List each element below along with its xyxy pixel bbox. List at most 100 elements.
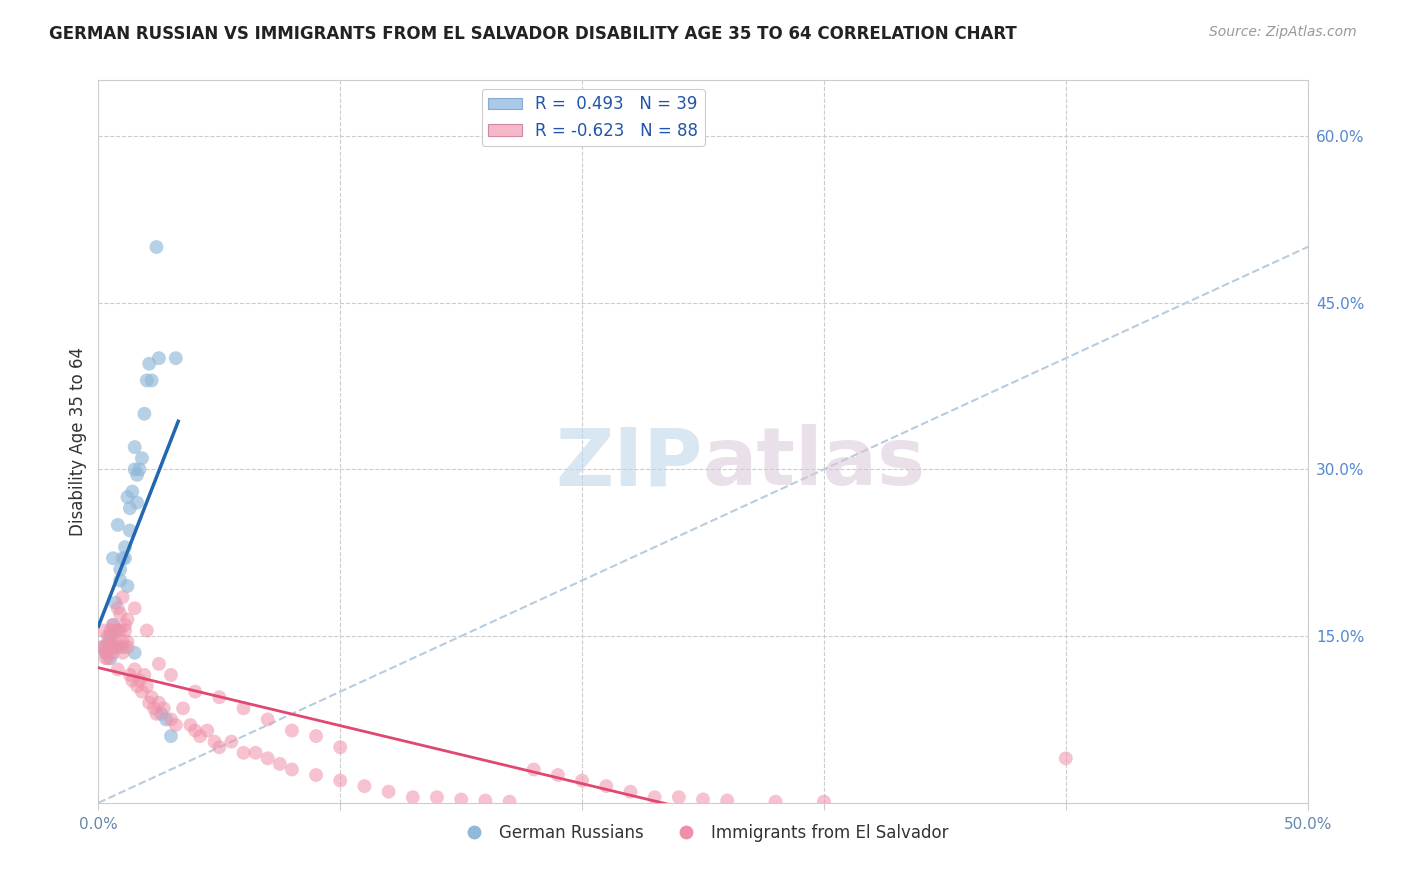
Point — [1054, 751, 1077, 765]
Point — [124, 601, 146, 615]
Point — [450, 792, 472, 806]
Point — [117, 612, 139, 626]
Point — [138, 357, 160, 371]
Point — [101, 618, 124, 632]
Point — [118, 524, 141, 538]
Point — [104, 640, 127, 655]
Point — [114, 540, 136, 554]
Point — [135, 679, 157, 693]
Point — [131, 684, 153, 698]
Point — [152, 701, 174, 715]
Point — [97, 634, 120, 648]
Point — [104, 596, 127, 610]
Point — [245, 746, 267, 760]
Point — [100, 634, 122, 648]
Point — [134, 407, 156, 421]
Point — [269, 756, 291, 771]
Point — [172, 701, 194, 715]
Point — [114, 624, 136, 638]
Point — [184, 684, 207, 698]
Point — [208, 690, 231, 705]
Point — [148, 351, 170, 366]
Point — [329, 740, 352, 755]
Point — [498, 795, 520, 809]
Point — [124, 646, 146, 660]
Point — [111, 646, 134, 660]
Point — [595, 779, 617, 793]
Point — [523, 763, 546, 777]
Point — [107, 624, 129, 638]
Point — [204, 734, 226, 748]
Point — [91, 624, 114, 638]
Point — [107, 662, 129, 676]
Point — [138, 696, 160, 710]
Point — [118, 668, 141, 682]
Point — [107, 601, 129, 615]
Point — [108, 624, 131, 638]
Point — [305, 729, 328, 743]
Point — [145, 706, 167, 721]
Point — [90, 640, 112, 655]
Point — [160, 668, 183, 682]
Point — [160, 729, 183, 743]
Point — [124, 662, 146, 676]
Point — [131, 451, 153, 466]
Point — [813, 795, 835, 809]
Legend: German Russians, Immigrants from El Salvador: German Russians, Immigrants from El Salv… — [451, 817, 955, 848]
Point — [104, 634, 127, 648]
Point — [117, 634, 139, 648]
Point — [179, 718, 201, 732]
Point — [94, 646, 117, 660]
Point — [232, 746, 254, 760]
Point — [101, 618, 124, 632]
Point — [426, 790, 449, 805]
Point — [128, 462, 150, 476]
Point — [94, 640, 117, 655]
Point — [221, 734, 243, 748]
Point — [111, 551, 134, 566]
Point — [111, 634, 134, 648]
Point — [148, 696, 170, 710]
Point — [118, 501, 141, 516]
Point — [127, 679, 149, 693]
Point — [107, 517, 129, 532]
Point — [94, 651, 117, 665]
Point — [124, 440, 146, 454]
Point — [377, 785, 399, 799]
Point — [281, 763, 304, 777]
Point — [124, 462, 146, 476]
Point — [765, 795, 787, 809]
Point — [232, 701, 254, 715]
Point — [165, 351, 187, 366]
Point — [281, 723, 304, 738]
Point — [571, 773, 593, 788]
Point — [117, 490, 139, 504]
Point — [100, 629, 122, 643]
Point — [117, 579, 139, 593]
Point — [547, 768, 569, 782]
Point — [619, 785, 641, 799]
Point — [188, 729, 211, 743]
Point — [101, 551, 124, 566]
Point — [108, 574, 131, 588]
Point — [208, 740, 231, 755]
Point — [135, 624, 157, 638]
Point — [256, 713, 278, 727]
Point — [97, 651, 120, 665]
Point — [474, 794, 496, 808]
Point — [111, 590, 134, 604]
Point — [134, 668, 156, 682]
Point — [117, 640, 139, 655]
Point — [121, 673, 143, 688]
Point — [101, 646, 124, 660]
Point — [104, 624, 127, 638]
Point — [91, 640, 114, 655]
Point — [195, 723, 218, 738]
Text: Source: ZipAtlas.com: Source: ZipAtlas.com — [1209, 25, 1357, 39]
Point — [644, 790, 666, 805]
Point — [145, 240, 167, 254]
Point — [114, 618, 136, 632]
Point — [716, 794, 738, 808]
Point — [127, 496, 149, 510]
Point — [108, 562, 131, 576]
